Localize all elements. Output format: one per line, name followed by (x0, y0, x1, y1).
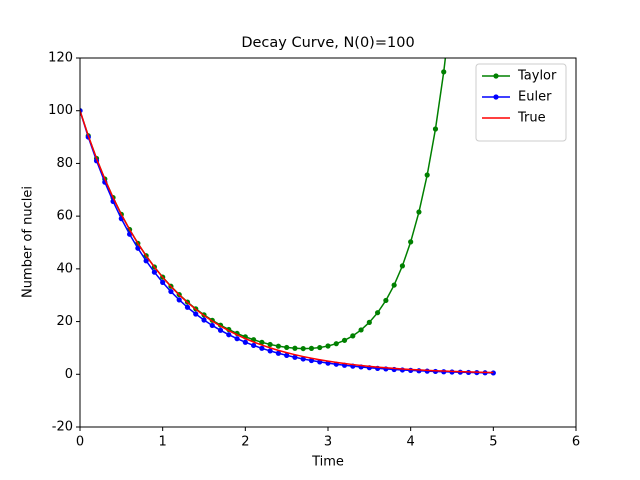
point (193, 311, 199, 317)
point (234, 336, 240, 342)
point (284, 344, 290, 351)
point (399, 263, 405, 269)
point (408, 367, 414, 373)
point (259, 345, 265, 351)
point (242, 339, 248, 345)
point (300, 345, 306, 352)
point (184, 304, 191, 310)
legend-box (475, 63, 567, 142)
point (168, 288, 174, 295)
point (366, 319, 372, 325)
y-tick-label: 60 (56, 209, 73, 224)
x-tick-label: 3 (324, 435, 332, 450)
x-tick-label: 5 (489, 435, 497, 450)
point (209, 322, 215, 329)
legend-label: Euler (518, 90, 552, 105)
point (350, 333, 356, 339)
point (333, 341, 339, 347)
point (441, 69, 447, 75)
series-line (80, 110, 494, 374)
point (267, 348, 273, 354)
point (151, 269, 157, 275)
point (375, 310, 381, 316)
point (424, 172, 430, 178)
point (391, 282, 397, 288)
point (259, 339, 265, 345)
point (416, 368, 422, 374)
point (160, 279, 166, 285)
x-tick-label: 6 (572, 435, 580, 450)
legend-label: Taylor (517, 69, 557, 84)
point (217, 327, 224, 333)
point (267, 341, 273, 348)
legend-label: True (517, 111, 546, 126)
y-axis-label: Number of nuclei (21, 186, 36, 298)
legend-marker (493, 73, 499, 79)
point (226, 332, 232, 338)
point (251, 342, 257, 349)
point (201, 317, 207, 323)
x-tick-label: 0 (76, 435, 84, 450)
point (317, 344, 323, 351)
point (341, 337, 348, 343)
point (292, 345, 298, 351)
point (383, 297, 389, 304)
point (143, 258, 149, 264)
x-tick-label: 4 (407, 435, 415, 450)
y-tick-label: 120 (48, 51, 73, 66)
point (325, 343, 331, 349)
legend: Taylor Euler True (475, 63, 567, 142)
point (275, 350, 281, 356)
chart-title: Decay Curve, N(0)=100 (241, 35, 414, 51)
point (490, 370, 496, 376)
point (176, 297, 182, 303)
point (416, 209, 422, 215)
y-tick-label: 0 (65, 367, 73, 382)
plot-area (80, 58, 496, 376)
y-tick-label: -20 (52, 420, 73, 435)
point (358, 327, 364, 333)
point (432, 126, 439, 132)
x-tick-label: 2 (241, 435, 249, 450)
point (408, 239, 414, 245)
point (284, 352, 290, 358)
point (300, 356, 306, 362)
point (275, 343, 281, 349)
x-axis-label: Time (311, 455, 344, 470)
y-tick-label: 40 (56, 261, 73, 276)
axes-frame (79, 57, 577, 428)
point (292, 354, 298, 360)
legend-marker (493, 94, 499, 100)
y-tick-label: 20 (56, 314, 73, 329)
point (308, 345, 315, 351)
x-tick-label: 1 (159, 435, 167, 450)
y-tick-label: 80 (56, 156, 73, 171)
y-tick-label: 100 (48, 103, 73, 118)
point (135, 245, 141, 251)
